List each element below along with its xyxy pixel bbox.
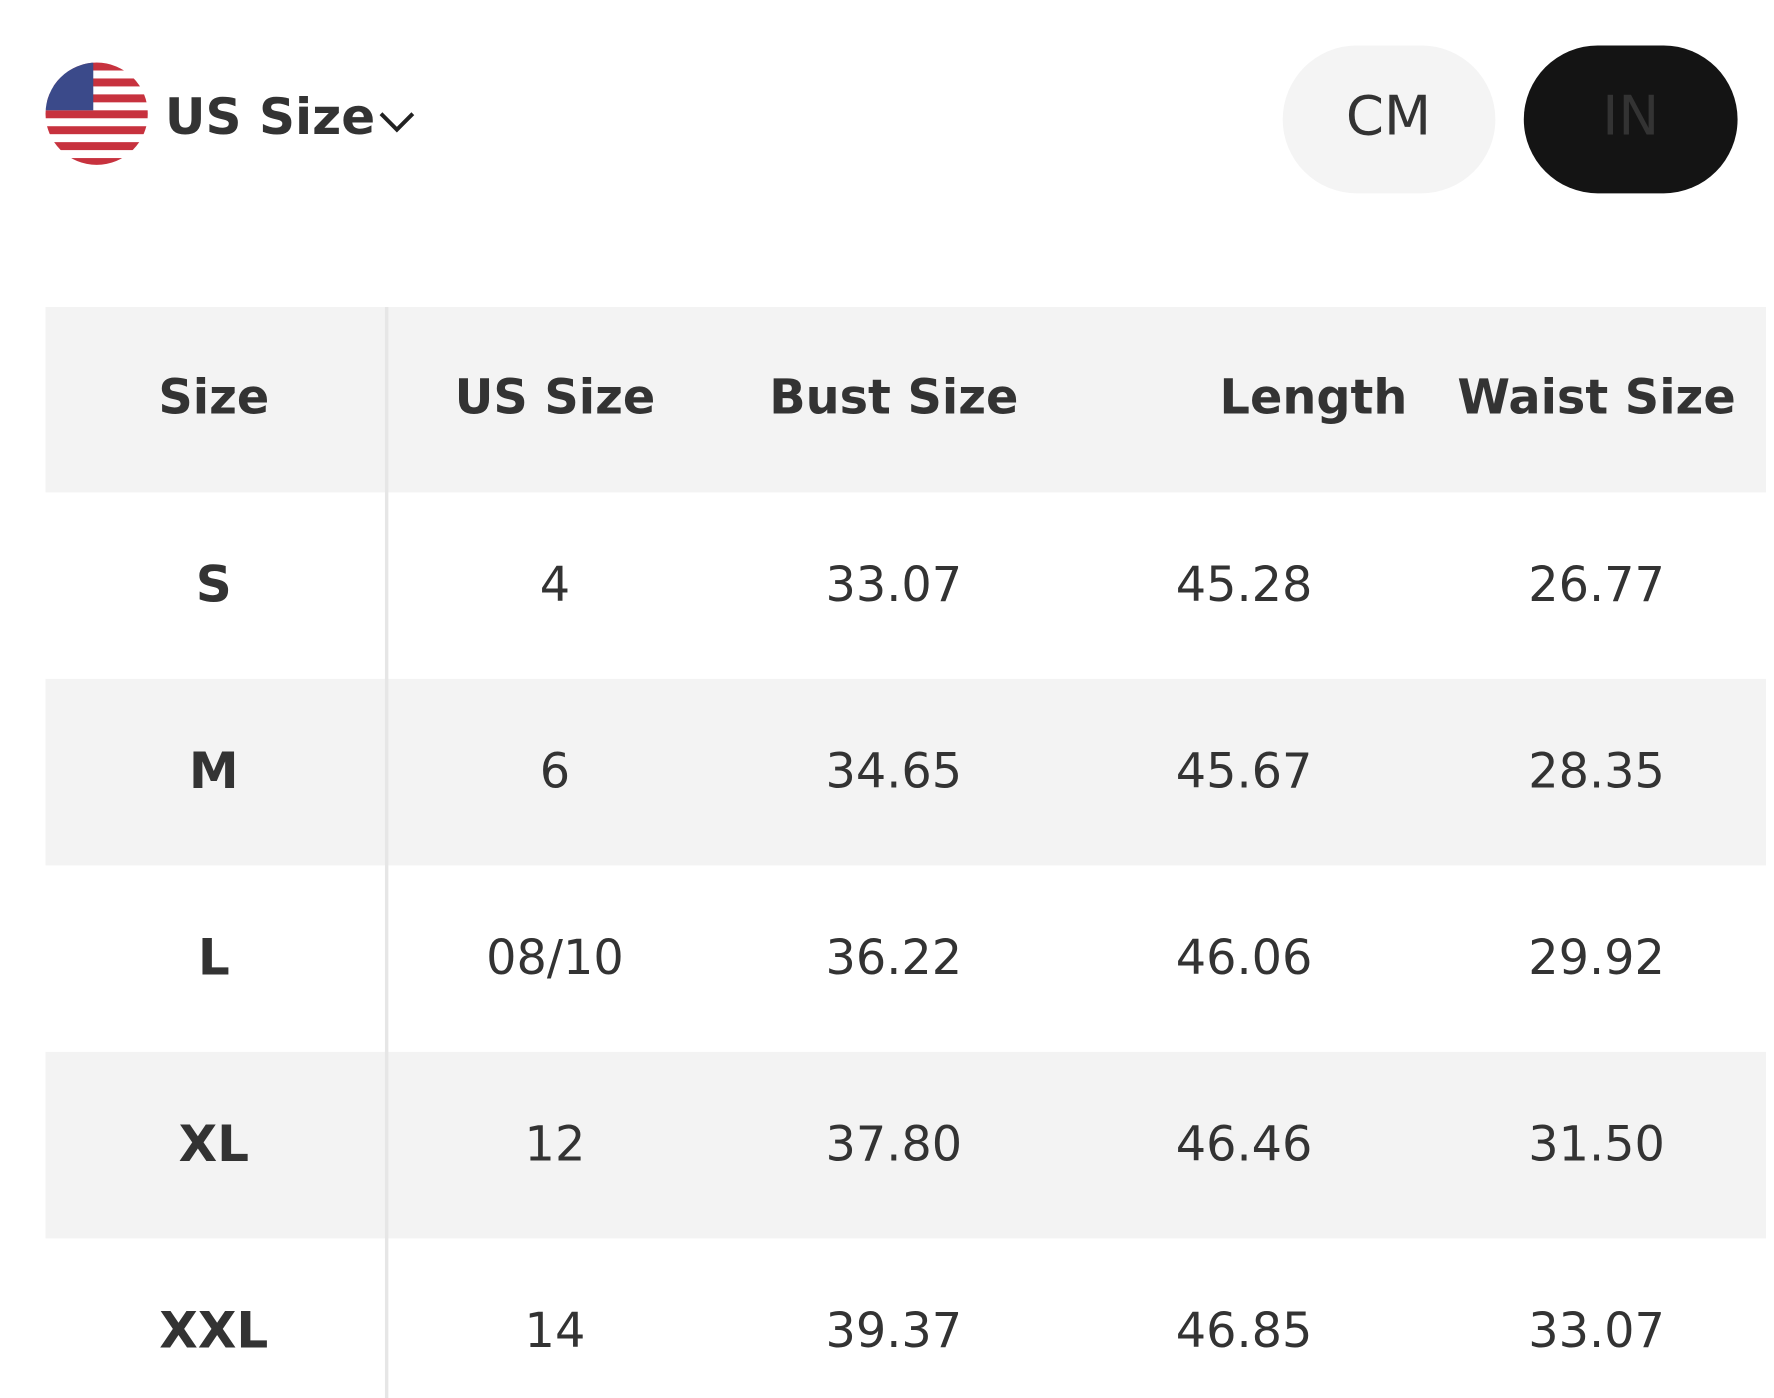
dropdown-chevron[interactable] (379, 112, 415, 133)
table-cell: 28.35 (1528, 744, 1665, 799)
cm-toggle[interactable] (1282, 45, 1496, 194)
us-flag (45, 62, 148, 165)
size-label: XXL (159, 1301, 268, 1359)
size-label: S (196, 555, 232, 613)
table-cell: 4 (540, 558, 570, 613)
table-cell: 29.92 (1528, 931, 1665, 986)
table-cell: 46.06 (1176, 931, 1313, 986)
size-label: L (198, 928, 230, 986)
column-header: US Size (455, 370, 656, 425)
table-cell: 26.77 (1528, 558, 1665, 613)
table-cell: 33.07 (825, 558, 962, 613)
table-cell: 12 (525, 1117, 586, 1172)
column-header: Bust Size (769, 370, 1018, 425)
unit-toggle-label[interactable]: CM (1346, 84, 1431, 148)
table-cell: 39.37 (825, 1304, 962, 1359)
size-label: XL (179, 1115, 249, 1173)
column-header: Length (1220, 370, 1408, 425)
table-cell: 45.28 (1176, 558, 1313, 613)
unit-toggle-label[interactable]: IN (1602, 84, 1659, 148)
column-header: Waist Size (1457, 370, 1735, 425)
size-system-label[interactable]: US Size (165, 88, 375, 146)
table-cell: 46.85 (1176, 1304, 1313, 1359)
in-toggle[interactable] (1523, 45, 1738, 194)
table-cell: 33.07 (1528, 1304, 1665, 1359)
table-cell: 37.80 (825, 1117, 962, 1172)
table-cell: 6 (540, 744, 570, 799)
table-cell: 31.50 (1528, 1117, 1665, 1172)
table-cell: 08/10 (486, 931, 624, 986)
table-cell: 46.46 (1176, 1117, 1313, 1172)
table-cell: 36.22 (825, 931, 962, 986)
table-cell: 14 (525, 1304, 586, 1359)
table-cell: 45.67 (1176, 744, 1313, 799)
table-cell: 34.65 (825, 744, 962, 799)
size-label: M (189, 742, 239, 800)
table-background (45, 307, 1767, 1398)
column-header: Size (158, 370, 269, 425)
